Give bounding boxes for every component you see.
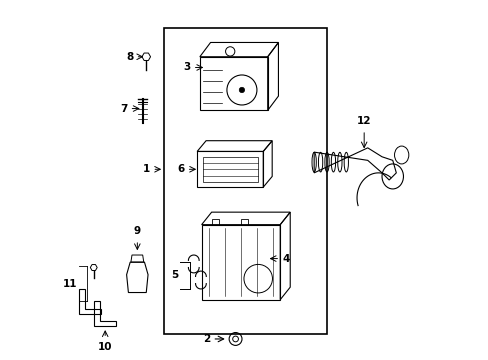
Circle shape [239,87,244,93]
Text: 7: 7 [120,104,127,113]
Text: 2: 2 [203,334,210,344]
Text: 10: 10 [98,342,112,352]
Text: 12: 12 [356,116,371,126]
Bar [241,219,248,225]
Bar [202,157,257,182]
Text: 3: 3 [183,63,190,72]
Text: 5: 5 [171,270,178,280]
Text: 1: 1 [143,164,150,174]
Text: 11: 11 [63,279,78,289]
Bar [164,28,326,334]
Text: 4: 4 [282,253,289,264]
Bar [212,219,219,225]
Text: 9: 9 [134,226,141,237]
Text: 6: 6 [177,164,184,174]
Text: 8: 8 [126,52,134,62]
